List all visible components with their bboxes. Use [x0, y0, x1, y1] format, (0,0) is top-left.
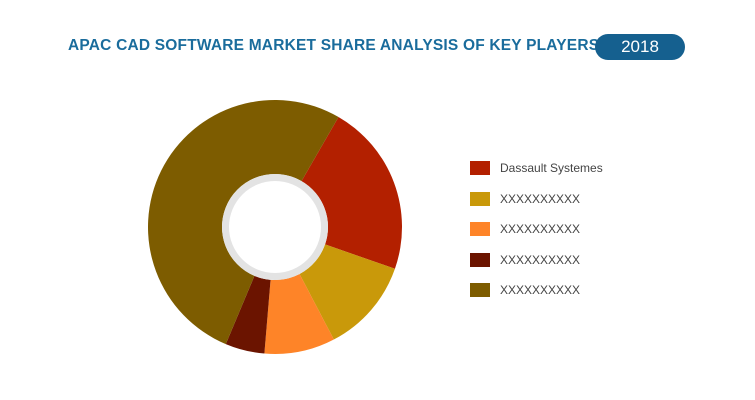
- legend-item: XXXXXXXXXX: [470, 219, 670, 239]
- legend-label: XXXXXXXXXX: [500, 283, 581, 297]
- legend-label: Dassault Systemes: [500, 161, 603, 175]
- legend-item: XXXXXXXXXX: [470, 250, 670, 270]
- chart-header: APAC CAD SOFTWARE MARKET SHARE ANALYSIS …: [0, 30, 755, 64]
- legend-label: XXXXXXXXXX: [500, 252, 581, 267]
- legend-item: XXXXXXXXXX: [470, 189, 670, 209]
- donut-slice-1: [301, 117, 402, 269]
- donut-slice-2: [299, 244, 395, 340]
- chart-legend: Dassault Systemes XXXXXXXXXX XXXXXXXXXX XXX…: [470, 158, 670, 311]
- legend-swatch: [470, 252, 490, 267]
- legend-swatch: [470, 161, 490, 175]
- legend-item: XXXXXXXXXX: [470, 280, 670, 300]
- legend-swatch: [470, 222, 490, 236]
- donut-hole: [229, 181, 321, 273]
- donut-slice-4: [225, 275, 271, 354]
- year-badge: 2018: [595, 34, 685, 60]
- legend-swatch: [470, 191, 490, 206]
- legend-swatch: [470, 283, 490, 297]
- legend-label: XXXXXXXXXX: [500, 191, 581, 206]
- donut-chart: [147, 99, 402, 354]
- donut-slice-5: [147, 99, 339, 345]
- chart-title: APAC CAD SOFTWARE MARKET SHARE ANALYSIS …: [68, 37, 600, 54]
- donut-slice-3: [264, 273, 334, 354]
- legend-item: Dassault Systemes: [470, 158, 670, 178]
- legend-label: XXXXXXXXXX: [500, 222, 581, 236]
- donut-slices: [147, 99, 402, 354]
